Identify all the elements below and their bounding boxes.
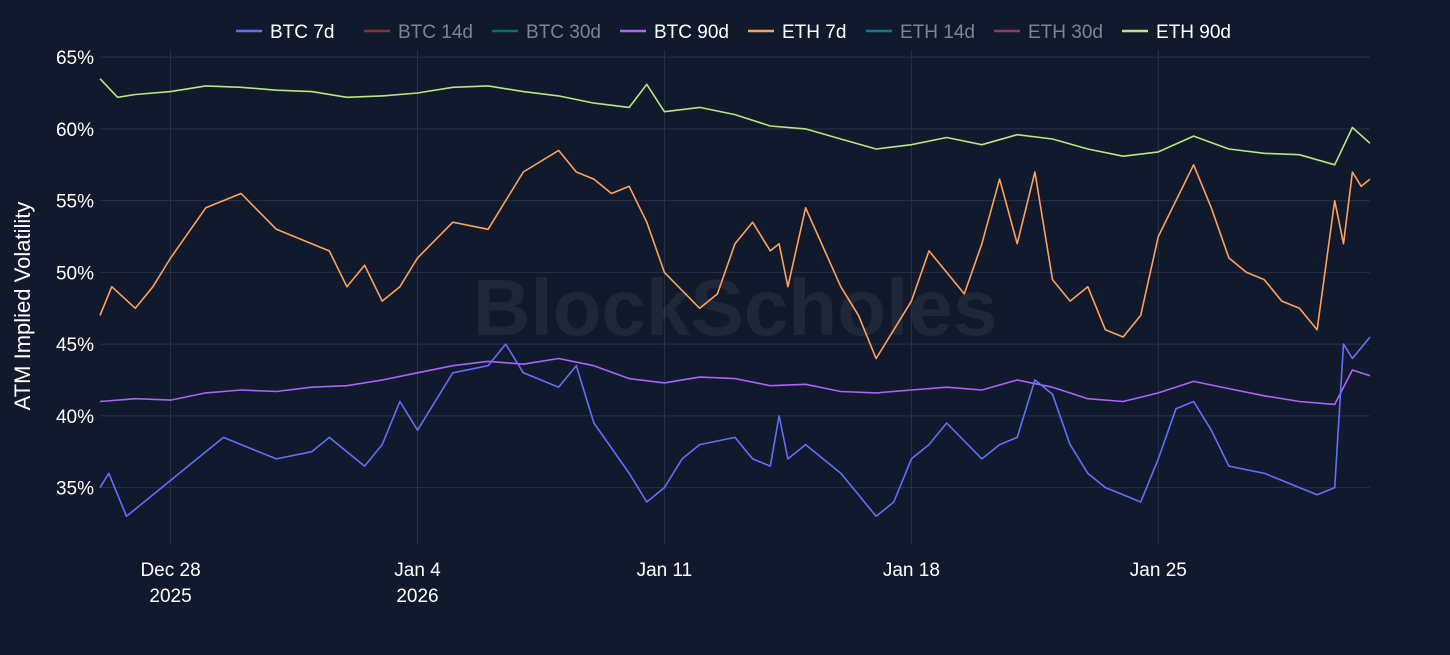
legend-label: BTC 30d: [526, 22, 601, 43]
legend-label: BTC 14d: [398, 22, 473, 43]
x-tick-label: 2025: [149, 586, 191, 607]
y-tick-label: 55%: [56, 192, 94, 213]
x-axis-ticks: Dec 28 2025 Jan 4 2026 Jan 11 Jan 18 Jan 25: [140, 560, 1186, 607]
watermark: BlockScholes: [473, 263, 998, 352]
legend-item-btc-90d[interactable]: BTC 90d: [620, 22, 729, 43]
legend-item-eth-14d[interactable]: ETH 14d: [866, 22, 975, 43]
legend-label: ETH 7d: [782, 22, 846, 43]
legend-label: ETH 14d: [900, 22, 975, 43]
x-tick-label: Jan 11: [637, 560, 693, 581]
series-line-eth-90d: [99, 78, 1371, 166]
x-tick-label: 2026: [396, 586, 438, 607]
y-tick-label: 40%: [56, 407, 94, 428]
y-tick-label: 60%: [56, 120, 94, 141]
series-line-btc-90d: [99, 357, 1371, 406]
gridlines: [100, 50, 1370, 545]
series-lines: [99, 78, 1371, 518]
legend-item-btc-30d[interactable]: BTC 30d: [492, 22, 601, 43]
y-tick-label: 65%: [56, 48, 94, 69]
legend-label: BTC 7d: [270, 22, 334, 43]
legend-label: BTC 90d: [654, 22, 729, 43]
y-tick-label: 35%: [56, 479, 94, 500]
legend-label: ETH 90d: [1156, 22, 1231, 43]
y-tick-label: 50%: [56, 263, 94, 284]
legend-item-btc-7d[interactable]: BTC 7d: [236, 22, 334, 43]
y-axis-ticks: 35% 40% 45% 50% 55% 60% 65%: [56, 48, 94, 499]
legend[interactable]: BTC 7d BTC 14d BTC 30d BTC 90d ETH 7d ETH 14d…: [236, 22, 1231, 43]
legend-label: ETH 30d: [1028, 22, 1103, 43]
x-tick-label: Jan 25: [1130, 560, 1187, 581]
series-line-eth-7d: [99, 149, 1371, 360]
y-tick-label: 45%: [56, 335, 94, 356]
legend-item-btc-14d[interactable]: BTC 14d: [364, 22, 473, 43]
x-tick-label: Jan 18: [883, 560, 940, 581]
legend-item-eth-30d[interactable]: ETH 30d: [994, 22, 1103, 43]
x-tick-label: Dec 28: [140, 560, 200, 581]
legend-item-eth-90d[interactable]: ETH 90d: [1122, 22, 1231, 43]
y-axis-label: ATM Implied Volatility: [10, 202, 35, 411]
x-tick-label: Jan 4: [394, 560, 441, 581]
series-line-btc-7d: [99, 336, 1371, 518]
legend-item-eth-7d[interactable]: ETH 7d: [748, 22, 846, 43]
